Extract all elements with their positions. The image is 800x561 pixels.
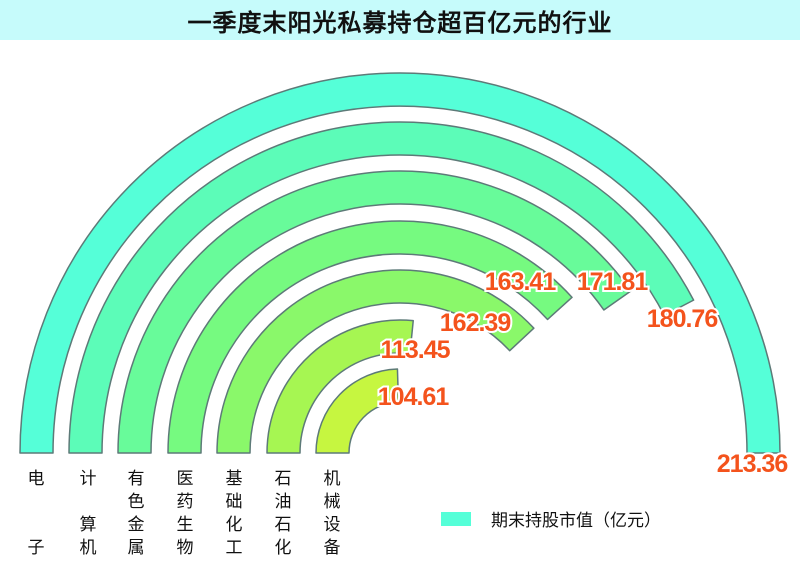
value-label: 113.45 — [380, 336, 450, 364]
bar-4 — [167, 220, 573, 454]
category-label: 有色金属 — [127, 469, 145, 558]
legend-swatch — [441, 511, 471, 526]
bar-6 — [266, 319, 414, 454]
value-label: 162.39 — [440, 309, 511, 337]
category-label: 计算机 — [79, 469, 97, 558]
category-label: 石油石化 — [274, 469, 292, 558]
chart-title: 一季度末阳光私募持仓超百亿元的行业 — [187, 8, 613, 37]
value-label: 163.41 — [485, 268, 557, 296]
title-bar: 一季度末阳光私募持仓超百亿元的行业 — [0, 0, 800, 40]
category-label: 基础化工 — [225, 469, 243, 558]
value-label: 180.76 — [647, 305, 718, 333]
value-label: 213.36 — [717, 450, 788, 478]
bar-2 — [68, 121, 695, 454]
value-label: 104.61 — [378, 383, 450, 411]
legend: 期末持股市值（亿元） — [441, 506, 661, 531]
category-label: 电子 — [27, 469, 45, 558]
category-label: 机械设备 — [323, 469, 341, 558]
bar-3 — [117, 170, 632, 454]
category-label: 医药生物 — [176, 469, 194, 558]
bar-5 — [216, 269, 535, 454]
value-label: 171.81 — [577, 268, 649, 296]
legend-label: 期末持股市值（亿元） — [491, 511, 661, 531]
bar-1 — [19, 72, 781, 454]
bar-7 — [315, 368, 400, 454]
